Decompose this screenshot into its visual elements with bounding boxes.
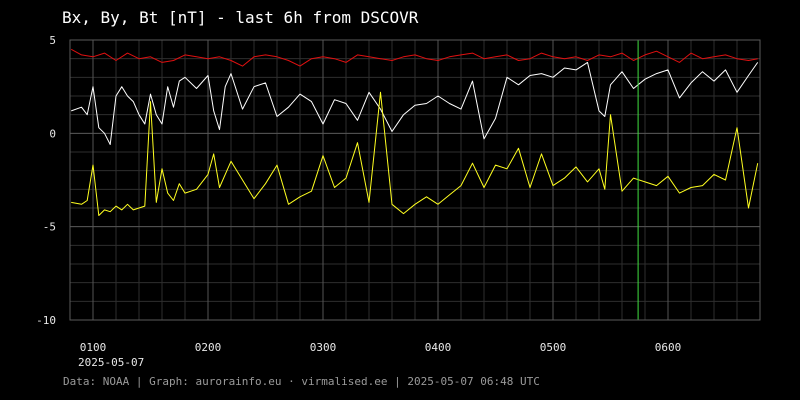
series-layer [70,48,759,216]
y-tick-label: 0 [49,127,56,140]
x-tick-label: 0500 [540,341,567,354]
x-tick-label: 0600 [655,341,682,354]
y-tick-label: 5 [49,34,56,47]
chart-title: Bx, By, Bt [nT] - last 6h from DSCOVR [62,8,419,27]
series-line-bt [70,48,758,67]
y-tick-label: -5 [43,221,56,234]
x-axis-ticks: 0100 0200 0300 0400 0500 0600 [80,341,682,354]
grid-layer [69,39,760,321]
y-tick-label: -10 [36,314,56,327]
x-tick-label: 0300 [310,341,337,354]
series-line-by [71,91,759,216]
x-tick-label: 0400 [425,341,452,354]
footer-credits: Data: NOAA | Graph: aurorainfo.eu · virm… [63,375,540,388]
plot-frame [69,39,761,321]
x-tick-label: 0200 [195,341,222,354]
x-tick-label: 0100 [80,341,107,354]
y-axis-ticks: 5 0 -5 -10 [36,34,56,327]
series-line-bx [71,61,759,145]
x-axis-date-label: 2025-05-07 [78,356,144,369]
